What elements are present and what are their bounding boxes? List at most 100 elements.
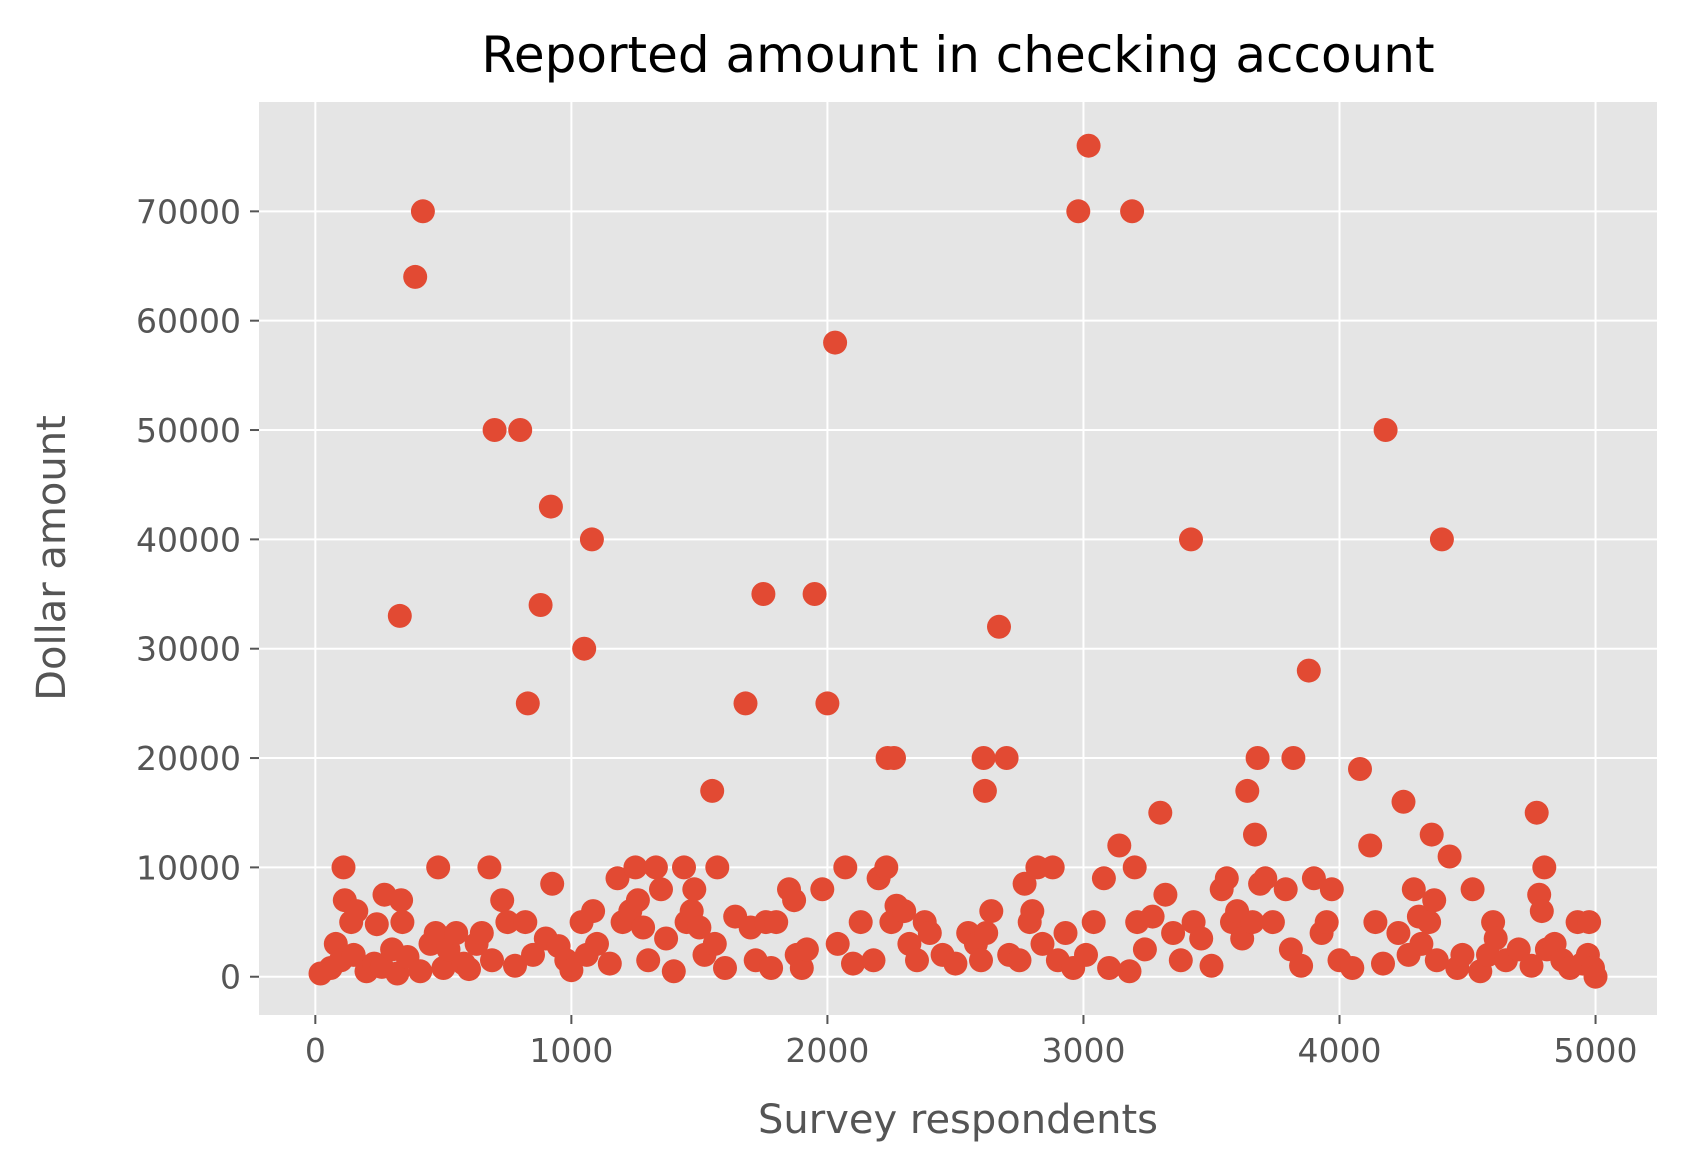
data-point	[1273, 877, 1298, 902]
data-point	[1348, 757, 1372, 781]
data-point	[1040, 855, 1065, 880]
data-point	[387, 603, 412, 628]
chart-title: Reported amount in checking account	[481, 26, 1434, 84]
data-point	[1391, 789, 1416, 814]
data-point	[654, 926, 679, 951]
y-tick-label: 30000	[136, 630, 241, 669]
data-point	[1373, 418, 1398, 442]
data-point	[538, 494, 563, 519]
x-tick-label: 4000	[1298, 1031, 1382, 1070]
data-point	[759, 956, 784, 980]
x-tick-label: 1000	[529, 1031, 613, 1070]
data-point	[1314, 910, 1339, 935]
data-point	[687, 915, 712, 940]
x-tick-label: 0	[305, 1031, 326, 1070]
data-point	[1422, 888, 1447, 913]
data-point	[364, 912, 389, 937]
data-point	[390, 910, 415, 935]
data-point	[1281, 746, 1306, 770]
data-point	[971, 746, 996, 770]
data-point	[1583, 964, 1608, 989]
data-point	[1161, 921, 1186, 945]
data-point	[426, 855, 451, 880]
data-point	[892, 899, 917, 924]
y-tick-label: 0	[220, 958, 241, 997]
data-point	[423, 921, 448, 945]
data-point	[649, 877, 673, 902]
data-point	[408, 959, 433, 984]
data-point	[625, 888, 650, 913]
data-point	[848, 910, 873, 935]
data-point	[1460, 877, 1485, 902]
y-tick-label: 70000	[136, 192, 241, 231]
data-point	[833, 855, 858, 880]
data-point	[341, 942, 366, 967]
data-point	[702, 931, 727, 956]
data-point	[1107, 833, 1132, 858]
data-point	[1524, 800, 1549, 825]
data-point	[457, 957, 481, 982]
data-point	[503, 953, 527, 978]
data-point	[444, 921, 469, 945]
data-point	[974, 921, 999, 945]
data-point	[1235, 778, 1260, 803]
data-point	[1529, 899, 1554, 924]
data-point	[1148, 800, 1173, 825]
data-point	[700, 778, 725, 803]
data-point	[794, 937, 819, 962]
x-tick-label: 3000	[1041, 1031, 1125, 1070]
data-point	[1301, 866, 1326, 891]
data-point	[513, 910, 538, 935]
data-point	[1289, 953, 1314, 978]
data-points	[308, 133, 1608, 989]
data-point	[1506, 937, 1531, 962]
data-point	[1363, 910, 1388, 935]
x-axis-label: Survey respondents	[758, 1097, 1158, 1143]
data-point	[636, 948, 661, 973]
data-point	[1030, 931, 1055, 956]
data-point	[672, 855, 696, 880]
data-point	[469, 921, 494, 945]
data-point	[480, 948, 504, 973]
data-point	[403, 264, 428, 289]
y-tick-label: 10000	[136, 848, 241, 887]
data-point	[1419, 822, 1444, 847]
data-point	[1120, 199, 1145, 224]
data-point	[1358, 833, 1383, 858]
data-point	[1007, 948, 1032, 973]
data-point	[764, 910, 789, 935]
data-point	[1386, 921, 1411, 945]
data-point	[431, 956, 456, 980]
data-point	[495, 910, 520, 935]
data-point	[477, 855, 502, 880]
data-point	[540, 871, 565, 896]
data-point	[882, 746, 906, 770]
plot-area	[259, 102, 1657, 1015]
data-point	[1020, 899, 1045, 924]
data-point	[782, 888, 807, 913]
data-point	[1122, 855, 1147, 880]
data-point	[585, 931, 609, 956]
data-point	[1076, 133, 1101, 158]
data-point	[623, 855, 648, 880]
data-point	[861, 948, 886, 973]
y-tick-label: 20000	[136, 739, 241, 778]
data-point	[705, 855, 730, 880]
data-point	[508, 418, 533, 442]
data-point	[917, 921, 942, 945]
data-point	[1117, 959, 1142, 984]
data-point	[1253, 866, 1278, 891]
data-point	[810, 877, 835, 902]
data-point	[605, 866, 630, 891]
y-tick-label: 50000	[136, 411, 241, 450]
data-point	[1437, 844, 1462, 869]
data-point	[1053, 921, 1078, 945]
data-point	[1240, 910, 1265, 935]
data-point	[943, 951, 968, 976]
data-point	[528, 593, 553, 617]
data-point	[823, 330, 848, 355]
x-tick-label: 5000	[1554, 1031, 1638, 1070]
data-point	[1424, 948, 1449, 973]
axis-ticks: 0 1000 2000 3000 4000 50000100002000030000400…	[136, 192, 1638, 1070]
